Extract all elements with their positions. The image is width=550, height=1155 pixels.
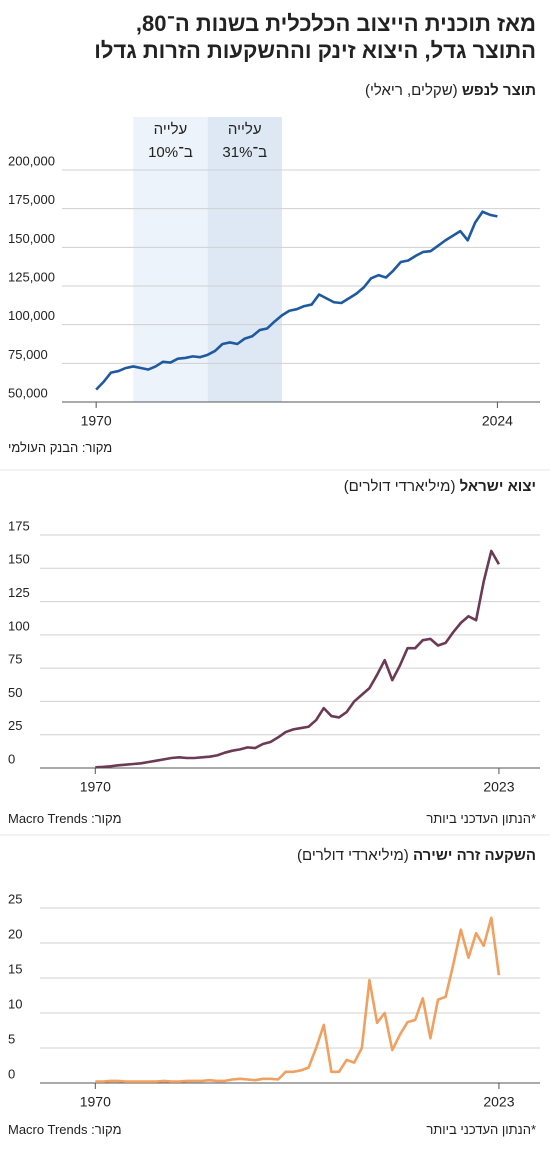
region-label: עלייה bbox=[154, 121, 188, 138]
y-tick-label: 100 bbox=[8, 618, 30, 633]
title-line: מאז תוכנית הייצוב הכלכלית בשנות ה־80, bbox=[135, 11, 536, 36]
y-tick-label: 50,000 bbox=[8, 385, 48, 400]
chart-title: תוצר לנפש (שקלים, ריאלי) bbox=[365, 82, 536, 99]
x-tick-label: 1970 bbox=[80, 1094, 111, 1110]
chart-title-main: השקעה זרה ישירה bbox=[412, 847, 536, 864]
line bbox=[95, 916, 501, 1083]
source-text: מקור: Macro Trends bbox=[8, 1122, 122, 1137]
y-tick-label: 125 bbox=[8, 585, 30, 600]
y-tick-label: 25 bbox=[8, 891, 22, 906]
note: *הנתון העדכני ביותר bbox=[426, 1122, 536, 1137]
chart-title: יצוא ישראל (מיליארדי דולרים) bbox=[344, 478, 536, 495]
y-tick-label: 150 bbox=[8, 552, 30, 567]
y-tick-label: 125,000 bbox=[8, 269, 55, 284]
chart-subtitle: (מיליארדי דולרים) bbox=[296, 847, 409, 864]
title-line: התוצר גדל, היצוא זינק וההשקעות הזרות גדל… bbox=[94, 38, 536, 63]
region-label: עלייה bbox=[228, 121, 262, 138]
y-tick-label: 200,000 bbox=[8, 153, 55, 168]
chart-title: השקעה זרה ישירה (מיליארדי דולרים) bbox=[297, 847, 536, 864]
chart-subtitle: (שקלים, ריאלי) bbox=[364, 82, 458, 99]
note: *הנתון העדכני ביותר bbox=[426, 811, 536, 826]
y-tick-label: 75,000 bbox=[8, 347, 48, 362]
source-text: מקור: הבנק העולמי bbox=[8, 440, 113, 455]
note-text: *הנתון העדכני ביותר bbox=[426, 1122, 536, 1137]
region-label: ב־31% bbox=[222, 144, 267, 161]
y-tick-label: 100,000 bbox=[8, 308, 55, 323]
source: מקור: הבנק העולמי bbox=[8, 440, 112, 455]
x-tick-label: 2024 bbox=[482, 413, 513, 429]
line bbox=[95, 210, 498, 391]
y-tick-label: 75 bbox=[8, 652, 22, 667]
line bbox=[95, 549, 501, 769]
chart-title-main: תוצר לנפש bbox=[461, 82, 536, 99]
shaded-region bbox=[207, 117, 282, 402]
y-tick-label: 0 bbox=[8, 1066, 15, 1081]
chart-subtitle: (מיליארדי דולרים) bbox=[343, 478, 456, 495]
source: מקור: Macro Trends bbox=[8, 811, 122, 826]
main-title: מאז תוכנית הייצוב הכלכלית בשנות ה־80, הת… bbox=[94, 10, 536, 64]
y-tick-label: 25 bbox=[8, 718, 22, 733]
y-tick-label: 5 bbox=[8, 1031, 15, 1046]
y-tick-label: 20 bbox=[8, 926, 22, 941]
x-tick-label: 2023 bbox=[483, 1094, 514, 1110]
y-tick-label: 175,000 bbox=[8, 192, 55, 207]
x-tick-label: 2023 bbox=[483, 779, 514, 795]
y-tick-label: 150,000 bbox=[8, 231, 55, 246]
y-tick-label: 50 bbox=[8, 685, 22, 700]
y-tick-label: 0 bbox=[8, 751, 15, 766]
y-tick-label: 175 bbox=[8, 518, 30, 533]
x-tick-label: 1970 bbox=[80, 779, 111, 795]
shaded-region bbox=[133, 117, 208, 402]
x-tick-label: 1970 bbox=[81, 413, 112, 429]
source: מקור: Macro Trends bbox=[8, 1122, 122, 1137]
note-text: *הנתון העדכני ביותר bbox=[426, 811, 536, 826]
y-tick-label: 15 bbox=[8, 961, 22, 976]
y-tick-label: 10 bbox=[8, 996, 22, 1011]
region-label: ב־10% bbox=[148, 144, 193, 161]
source-text: מקור: Macro Trends bbox=[8, 811, 122, 826]
chart-title-main: יצוא ישראל bbox=[459, 478, 536, 495]
